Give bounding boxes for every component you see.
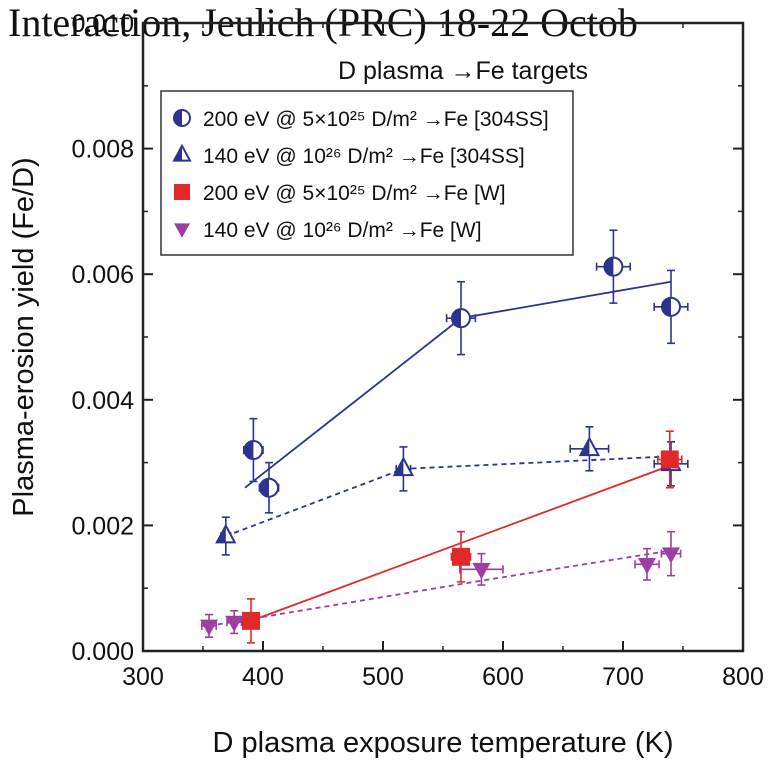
data-point-series-3 (660, 450, 679, 469)
x-tick-label: 800 (722, 663, 764, 691)
data-point-series-2 (392, 456, 415, 477)
x-tick-label: 600 (482, 663, 524, 691)
data-point-series-3 (452, 547, 470, 566)
fit-lines (208, 280, 672, 627)
legend-marker-2 (172, 143, 192, 162)
y-tick-label: 0.002 (71, 512, 134, 540)
data-point-series-1 (603, 256, 624, 277)
legend: 200 eV @ 5×10²⁵ D/m² →Fe [304SS] 140 eV @… (172, 108, 549, 242)
fit-line-series-4 (208, 549, 672, 627)
legend-marker-3 (174, 184, 190, 200)
data-point-series-4 (225, 615, 244, 633)
x-tick-label: 700 (602, 663, 644, 691)
data-point-series-1 (451, 308, 471, 329)
data-markers (200, 256, 682, 636)
y-tick-label: 0.010 (71, 10, 134, 38)
axis-tick-labels: 300 400 500 600 700 800 0.000 0.002 0.004 0.006 0.… (71, 10, 763, 691)
x-tick-label: 500 (362, 663, 404, 691)
legend-marker-1 (173, 109, 191, 127)
fit-line-series-2 (225, 455, 672, 537)
data-point-series-1 (259, 477, 279, 498)
y-tick-label: 0.006 (71, 261, 134, 289)
legend-label-1: 200 eV @ 5×10²⁵ D/m² →Fe [304SS] (203, 108, 549, 131)
y-tick-label: 0.004 (71, 387, 134, 415)
data-point-series-2 (578, 436, 601, 457)
data-point-series-2 (215, 523, 237, 544)
legend-label-4: 140 eV @ 10²⁶ D/m² →Fe [W] (203, 219, 482, 242)
data-point-series-3 (242, 611, 260, 630)
legend-marker-4 (174, 223, 190, 238)
data-point-series-1 (661, 296, 681, 317)
y-tick-label: 0.000 (71, 638, 134, 666)
y-axis-title: Plasma-erosion yield (Fe/D) (8, 157, 40, 516)
chart-title: D plasma →Fe targets (338, 57, 588, 85)
legend-label-3: 200 eV @ 5×10²⁵ D/m² →Fe [W] (203, 182, 506, 205)
x-tick-label: 400 (242, 663, 284, 691)
axis-ticks (142, 22, 744, 652)
x-tick-label: 300 (122, 663, 164, 691)
legend-label-2: 140 eV @ 10²⁶ D/m² →Fe [304SS] (203, 145, 525, 168)
x-axis-title: D plasma exposure temperature (K) (213, 727, 674, 759)
data-point-series-4 (472, 563, 491, 580)
data-point-series-4 (200, 619, 218, 636)
legend-box (160, 90, 574, 256)
data-point-series-4 (662, 547, 680, 564)
data-point-series-1 (243, 440, 264, 461)
y-tick-label: 0.008 (71, 136, 134, 164)
data-point-series-4 (638, 558, 656, 575)
